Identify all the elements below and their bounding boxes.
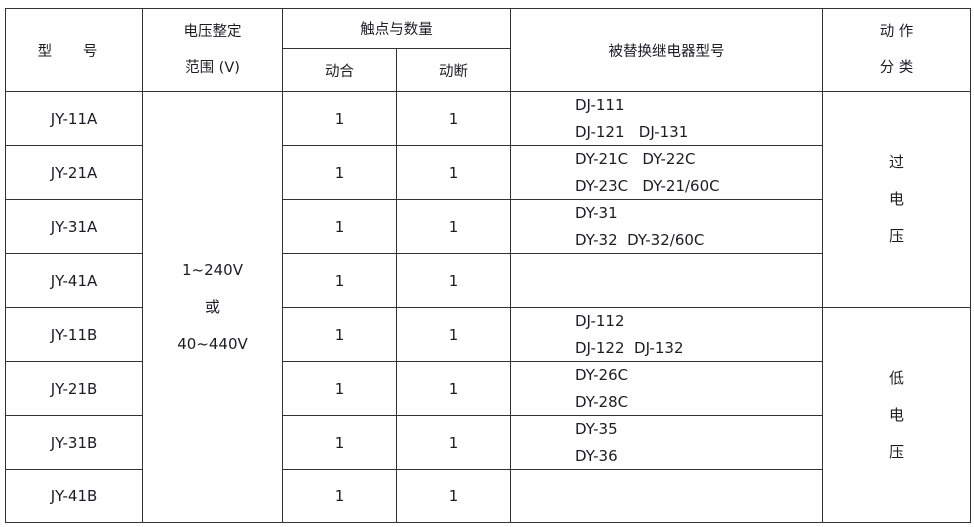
action-class-cell: 过电压: [822, 91, 971, 308]
replaced-models-cell: [510, 253, 823, 308]
model-cell: JY-11A: [5, 91, 143, 146]
header-action: 动 作 分 类: [822, 8, 971, 92]
replaced-models-cell: [510, 469, 823, 523]
replaced-models-cell: DY-21C DY-22C DY-23C DY-21/60C: [510, 145, 823, 200]
break-cell: 1: [396, 91, 511, 146]
table-row: JY-31B 1 1 DY-35 DY-36: [5, 415, 971, 470]
replaced-model-line: DY-23C DY-21/60C: [575, 176, 720, 195]
voltage-line1: 1~240V: [181, 260, 243, 279]
header-replaced: 被替换继电器型号: [510, 8, 823, 92]
action-class-char: 电: [888, 190, 904, 208]
header-model-label: 型 号: [37, 43, 111, 60]
table-row: JY-41B 1 1: [5, 469, 971, 523]
model-cell: JY-11B: [5, 307, 143, 362]
replaced-model-line: DY-28C: [575, 392, 629, 411]
header-make: 动合: [282, 48, 397, 92]
model-cell: JY-21B: [5, 361, 143, 416]
action-class-char: 压: [888, 442, 904, 461]
replaced-model-line: DY-21C DY-22C: [575, 150, 696, 168]
model-cell: JY-31A: [5, 199, 143, 254]
header-voltage: 电压整定 范围 (V): [142, 8, 283, 92]
action-class-char: 低: [888, 368, 904, 387]
break-cell: 1: [396, 361, 511, 416]
header-voltage-line2: 范围 (V): [185, 60, 240, 76]
voltage-line3: 40~440V: [177, 334, 248, 353]
relay-replacement-table: 型 号 电压整定 范围 (V) 触点与数量 被替换继电器型号 动 作 分 类 动…: [5, 8, 971, 523]
make-cell: 1: [282, 415, 397, 470]
model-cell: JY-31B: [5, 415, 143, 470]
replaced-model-line: DY-31: [575, 204, 618, 222]
break-cell: 1: [396, 469, 511, 523]
voltage-line2: 或: [204, 297, 220, 316]
replaced-models-cell: DY-26C DY-28C: [510, 361, 823, 416]
action-class-char: 压: [888, 227, 904, 245]
make-cell: 1: [282, 199, 397, 254]
replaced-model-line: DJ-122 DJ-132: [575, 338, 684, 357]
voltage-range-cell: 1~240V 或 40~440V: [142, 91, 283, 523]
break-cell: 1: [396, 307, 511, 362]
header-action-line1: 动 作: [879, 24, 914, 40]
table-row: JY-11A 1~240V 或 40~440V 1 1 DJ-111 DJ-121 DJ…: [5, 91, 971, 523]
replaced-model-line: DY-32 DY-32/60C: [575, 230, 705, 249]
action-class-cell: 低电压: [822, 307, 971, 523]
replaced-models-cell: DY-31 DY-32 DY-32/60C: [510, 199, 823, 254]
header-model: 型 号: [5, 8, 143, 92]
table-row: JY-21A 1 1 DY-21C DY-22C DY-23C DY-21/60C: [5, 145, 971, 200]
action-class-char: 过: [888, 153, 904, 171]
action-class-char: 电: [888, 405, 904, 424]
model-cell: JY-41A: [5, 253, 143, 308]
make-cell: 1: [282, 253, 397, 308]
break-cell: 1: [396, 199, 511, 254]
break-cell: 1: [396, 145, 511, 200]
header-contacts: 触点与数量: [282, 8, 511, 49]
replaced-model-line: DY-36: [575, 446, 618, 465]
header-voltage-line1: 电压整定: [183, 24, 242, 40]
table-row: JY-11B 1 1 DJ-112 DJ-122 DJ-132 低电压: [5, 307, 971, 523]
replaced-models-cell: DY-35 DY-36: [510, 415, 823, 470]
break-cell: 1: [396, 253, 511, 308]
replaced-model-line: DJ-121 DJ-131: [575, 122, 689, 141]
make-cell: 1: [282, 145, 397, 200]
header-action-line2: 分 类: [879, 60, 914, 76]
make-cell: 1: [282, 307, 397, 362]
replaced-models-cell: DJ-112 DJ-122 DJ-132: [510, 307, 823, 362]
break-cell: 1: [396, 415, 511, 470]
make-cell: 1: [282, 361, 397, 416]
replaced-model-line: DY-26C: [575, 366, 629, 384]
make-cell: 1: [282, 91, 397, 146]
make-cell: 1: [282, 469, 397, 523]
header-break: 动断: [396, 48, 511, 92]
model-cell: JY-21A: [5, 145, 143, 200]
model-cell: JY-41B: [5, 469, 143, 523]
table-row: JY-31A 1 1 DY-31 DY-32 DY-32/60C: [5, 199, 971, 254]
replaced-model-line: DY-35: [575, 420, 618, 438]
replaced-model-line: DJ-112: [575, 312, 625, 330]
replaced-model-line: DJ-111: [575, 96, 625, 114]
table-row: JY-21B 1 1 DY-26C DY-28C: [5, 361, 971, 416]
replaced-models-cell: DJ-111 DJ-121 DJ-131: [510, 91, 823, 146]
